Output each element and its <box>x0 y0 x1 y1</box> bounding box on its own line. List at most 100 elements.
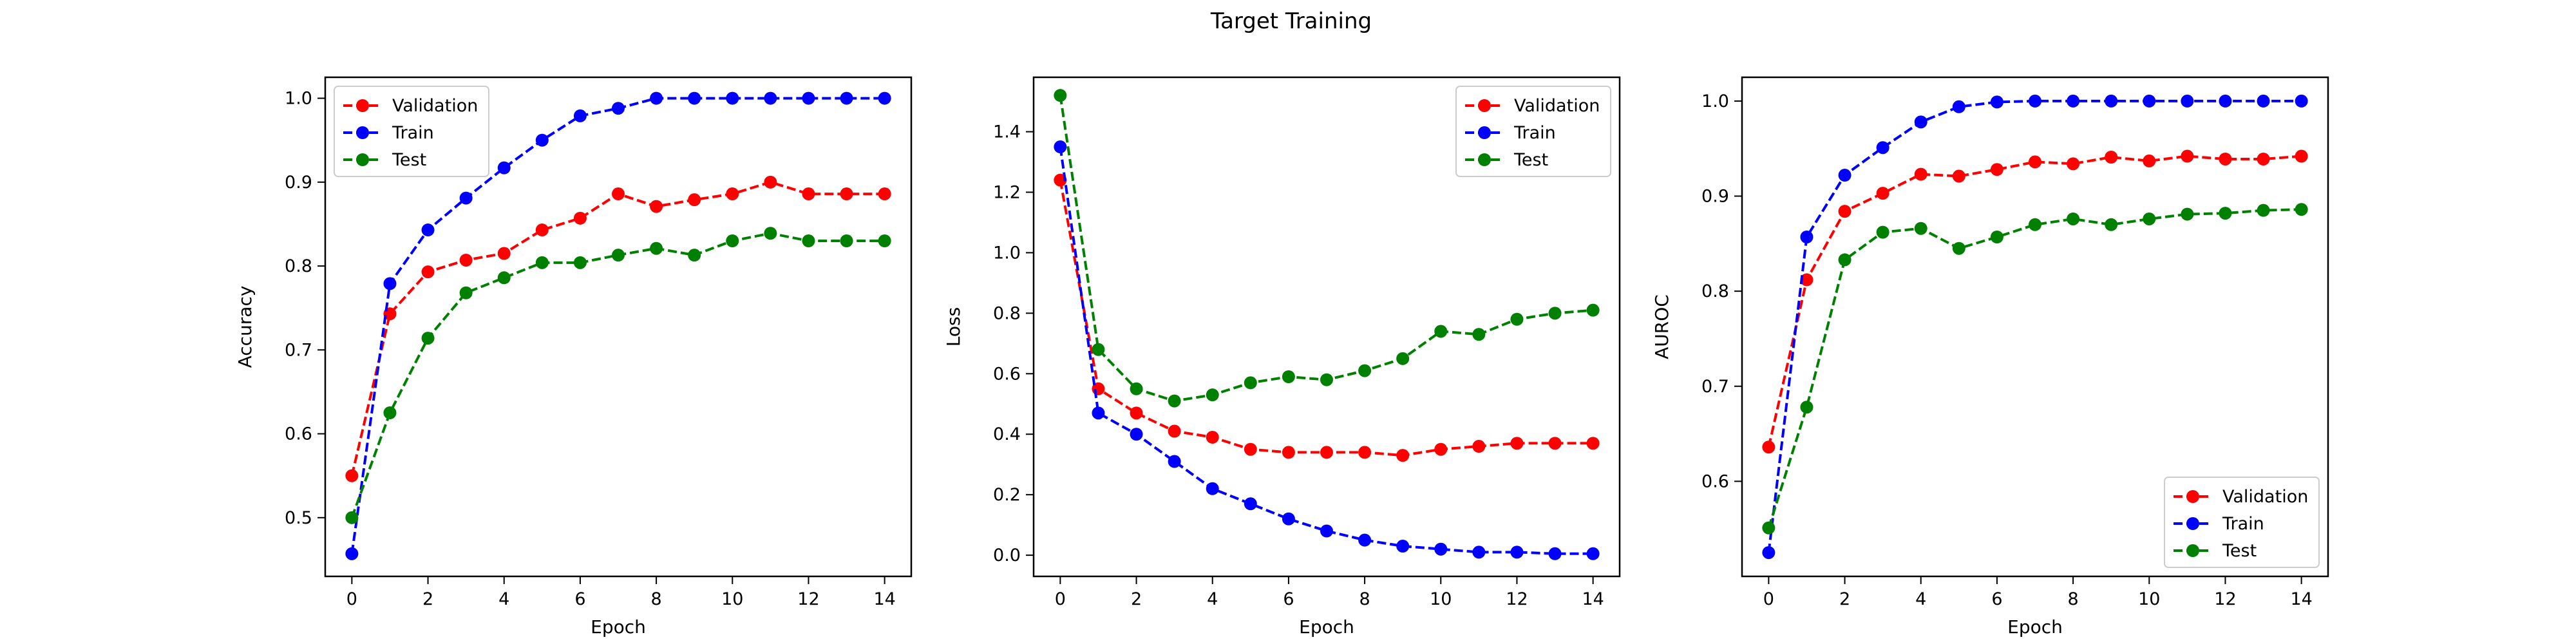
loss-legend: Validation Train Test <box>1455 86 1611 177</box>
auroc-test-point <box>2029 218 2041 231</box>
loss-test-point <box>1282 370 1295 383</box>
accuracy-test-point <box>612 249 625 262</box>
auroc-legend: Validation Train Test <box>2164 477 2320 568</box>
auroc-test-point <box>2219 207 2232 220</box>
auroc-validation-point <box>1952 169 1965 183</box>
loss-validation-point <box>1586 437 1600 450</box>
auroc-test-point <box>1990 231 2003 243</box>
loss-train-legend-marker <box>1478 126 1491 139</box>
loss-test-point <box>1358 364 1372 377</box>
auroc-validation-point <box>1800 273 1814 287</box>
accuracy-test-point <box>802 234 815 247</box>
auroc-train-point <box>1876 141 1889 155</box>
loss-validation-legend-marker <box>1478 99 1491 112</box>
accuracy-validation-point <box>345 469 359 482</box>
auroc-validation-legend-label: Validation <box>2222 487 2308 507</box>
loss-test-point <box>1092 343 1105 356</box>
loss-xtick-label: 12 <box>1506 589 1528 609</box>
auroc-test-legend-label: Test <box>2222 541 2257 561</box>
accuracy-validation-legend-label: Validation <box>392 96 478 116</box>
auroc-train-point <box>2029 94 2041 108</box>
accuracy-axes-frame <box>324 76 913 578</box>
auroc-train-point <box>1762 546 1776 560</box>
accuracy-train-point <box>497 161 511 175</box>
auroc-ytick-label: 0.9 <box>1701 187 1729 207</box>
loss-test-point <box>1548 307 1562 320</box>
loss-train-point <box>1358 533 1372 547</box>
auroc-validation-point <box>2295 149 2308 163</box>
loss-ytick-label: 0.8 <box>993 303 1021 323</box>
accuracy-test-point <box>840 234 853 247</box>
accuracy-xtick-label: 0 <box>346 589 357 609</box>
auroc-xtick-label: 14 <box>2290 589 2312 609</box>
auroc-validation-point <box>2257 152 2270 166</box>
auroc-test-point <box>1876 225 1889 239</box>
accuracy-train-point <box>764 91 777 105</box>
loss-test-point <box>1434 325 1448 338</box>
loss-xtick-label: 0 <box>1055 589 1066 609</box>
auroc-validation-point <box>2067 157 2080 171</box>
accuracy-xtick-label: 12 <box>797 589 819 609</box>
accuracy-xtick-label: 8 <box>650 589 661 609</box>
accuracy-train-point <box>840 91 853 105</box>
loss-validation-point <box>1130 406 1143 420</box>
loss-ytick-label: 1.0 <box>993 243 1021 263</box>
auroc-ytick-label: 0.7 <box>1701 377 1729 397</box>
auroc-validation-line <box>1767 155 2302 448</box>
auroc-test-point <box>1800 401 1814 414</box>
accuracy-test-point <box>459 286 473 299</box>
accuracy-xtick-label: 4 <box>498 589 509 609</box>
auroc-xtick-label: 6 <box>1991 589 2002 609</box>
auroc-train-point <box>2181 94 2194 108</box>
accuracy-train-point <box>650 91 663 105</box>
accuracy-train-legend-marker <box>356 126 369 139</box>
loss-test-point <box>1168 394 1181 408</box>
loss-test-point <box>1320 373 1333 386</box>
auroc-xtick-label: 12 <box>2214 589 2236 609</box>
accuracy-test-point <box>497 271 511 285</box>
auroc-train-legend-marker <box>2186 517 2199 530</box>
auroc-validation-point <box>2105 151 2118 164</box>
loss-train-point <box>1282 512 1295 526</box>
loss-test-point <box>1586 303 1600 317</box>
accuracy-validation-point <box>459 253 473 267</box>
auroc-train-point <box>2067 94 2080 108</box>
auroc-train-point <box>1952 100 1965 113</box>
loss-validation-point <box>1358 446 1372 459</box>
auroc-test-point <box>2143 212 2156 225</box>
auroc-validation-point <box>1914 167 1927 181</box>
loss-train-point <box>1130 428 1143 441</box>
loss-train-point <box>1092 406 1105 420</box>
loss-train-point <box>1054 140 1067 154</box>
loss-train-point <box>1206 482 1219 495</box>
accuracy-validation-point <box>726 187 739 201</box>
auroc-test-point <box>2105 218 2118 231</box>
loss-validation-point <box>1396 449 1410 462</box>
accuracy-validation-point <box>650 200 663 213</box>
auroc-y-axis-label: AUROC <box>1651 294 1672 359</box>
auroc-validation-point <box>2219 152 2232 166</box>
accuracy-test-point <box>573 256 587 269</box>
loss-test-point <box>1472 328 1486 341</box>
accuracy-ytick-label: 0.5 <box>285 508 312 528</box>
loss-legend-box <box>1455 86 1611 177</box>
accuracy-test-point <box>726 234 739 247</box>
accuracy-xtick-label: 2 <box>422 589 433 609</box>
loss-test-point <box>1396 352 1410 365</box>
accuracy-test-point <box>688 249 701 262</box>
loss-xtick-label: 10 <box>1430 589 1452 609</box>
loss-xtick-label: 14 <box>1582 589 1604 609</box>
accuracy-y-axis-label: Accuracy <box>234 286 256 368</box>
loss-ytick-label: 0.4 <box>993 424 1021 444</box>
loss-xtick-label: 6 <box>1283 589 1294 609</box>
accuracy-validation-point <box>688 193 701 207</box>
accuracy-validation-point <box>764 175 777 189</box>
auroc-validation-point <box>2029 155 2041 169</box>
accuracy-panel: 0 2 4 6 8 10 12 14 0.5 0.6 0.7 0.8 0.9 1.0 Epoch Accura… <box>234 76 913 638</box>
figure-title: Target Training <box>1210 8 1372 34</box>
auroc-xtick-label: 10 <box>2138 589 2160 609</box>
loss-train-legend-label: Train <box>1513 123 1556 143</box>
auroc-test-point <box>2181 207 2194 221</box>
auroc-validation-point <box>1762 440 1776 454</box>
accuracy-ytick-label: 0.9 <box>285 173 312 193</box>
